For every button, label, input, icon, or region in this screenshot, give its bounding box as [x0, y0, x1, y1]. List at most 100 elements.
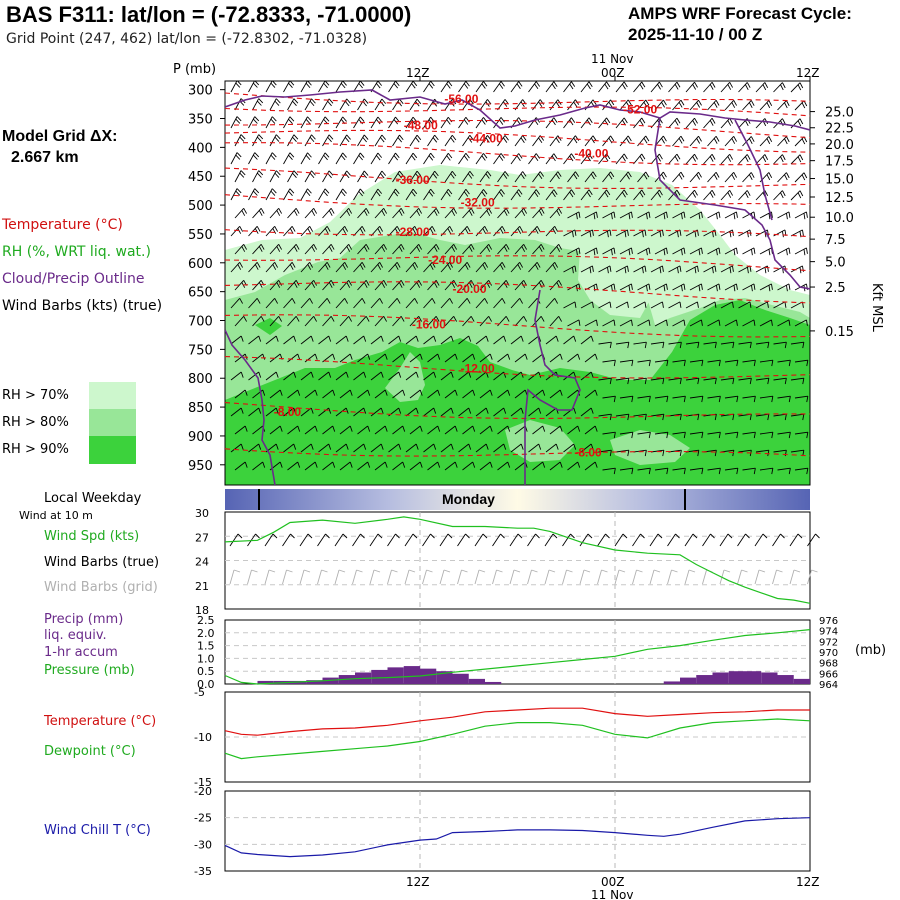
wind-barb-feather: [258, 282, 263, 288]
wind-barb: [287, 461, 301, 471]
wind-barb: [353, 188, 365, 201]
wind-barb-feather: [467, 173, 473, 179]
wind-barb-feather: [499, 228, 504, 234]
wind-barb: [458, 189, 470, 201]
temperature-contour-line: [225, 229, 810, 238]
wind-barb-feather: [786, 100, 790, 107]
wind-barb: [790, 265, 804, 274]
wind-barb-feather: [499, 119, 504, 125]
pressure-tick-label: 400: [188, 141, 213, 156]
wind-barb-shaft: [423, 443, 435, 453]
wind-barb-feather: [311, 170, 316, 176]
wind-barb-shaft: [357, 208, 367, 219]
wind-barb-feather: [500, 117, 505, 123]
wind-barb-feather: [678, 174, 683, 180]
cross-section-frame: [224, 80, 811, 486]
wind-barb-feather: [450, 407, 454, 414]
wind-barb-feather: [271, 116, 277, 122]
forecast-cycle-value: 2025-11-10 / 00 Z: [628, 25, 763, 44]
wind-barb: [370, 371, 384, 381]
wind-barb-shaft: [479, 425, 491, 435]
sfc-wind-barb-grid-feather: [531, 569, 538, 573]
wind-barb-shaft: [479, 316, 490, 327]
wind-tick-label: 18: [195, 604, 209, 617]
wind-barb-feather: [483, 153, 488, 159]
wind-barb-feather: [714, 414, 717, 421]
wind-barb-feather: [604, 119, 609, 126]
sfc-wind-barb-grid: [789, 569, 795, 585]
wind-barb: [318, 152, 330, 165]
wind-barb-shaft: [475, 443, 487, 453]
wind-barb-shaft: [230, 298, 241, 309]
wind-barb-feather: [701, 319, 703, 326]
sfc-wind-barb-grid-feather: [566, 569, 573, 573]
wind-barb-feather: [258, 335, 262, 342]
wind-barb-feather: [683, 283, 686, 290]
wind-barb-feather: [383, 208, 388, 214]
wind-barb-feather: [505, 244, 510, 250]
wind-barb-shaft: [265, 152, 273, 165]
wind-barb-feather: [573, 407, 577, 414]
wind-barb: [584, 425, 598, 435]
wind-barb-shaft: [773, 82, 783, 93]
wind-barb: [685, 377, 700, 385]
wind-barb-feather: [762, 156, 767, 163]
wind-barb-feather: [450, 443, 454, 450]
wind-barb-feather: [799, 82, 804, 89]
sfc-wind-barb-grid-feather: [758, 569, 766, 573]
wind-height-note: Wind at 10 m: [19, 509, 93, 522]
wind-barb: [409, 170, 422, 183]
wind-barb-feather: [243, 208, 248, 214]
wind-barb-shaft: [633, 449, 647, 453]
wind-barb-feather: [516, 83, 521, 89]
wind-barb-feather: [342, 188, 347, 194]
wind-barb: [545, 298, 559, 309]
wind-barb: [304, 98, 316, 111]
sfc-wind-barb-true-feather: [412, 533, 418, 539]
wind-barb: [685, 81, 698, 93]
wind-barb-feather: [644, 342, 647, 349]
pressure-tick-label: 970: [819, 648, 838, 659]
wind-barb: [742, 283, 756, 292]
wind-barb-feather: [771, 211, 773, 218]
wind-barb: [248, 371, 262, 381]
wind-barb: [304, 389, 318, 399]
wind-barb-shaft: [633, 81, 643, 93]
wind-barb-shaft: [374, 170, 383, 183]
wind-barb: [444, 461, 458, 471]
wind-barb-feather: [328, 282, 333, 288]
wind-barb: [619, 171, 632, 183]
height-tick-label: 12.5: [825, 191, 854, 206]
wind-barb-feather: [393, 155, 399, 161]
sfc-wind-barb-true: [492, 533, 501, 547]
wind-barb-feather: [578, 211, 581, 218]
wind-barb-feather: [729, 190, 734, 196]
wind-barb-shaft: [287, 98, 295, 111]
wind-barb-shaft: [388, 188, 396, 201]
wind-barb-feather: [500, 189, 505, 195]
wind-barb-shaft: [615, 265, 628, 273]
wind-barb-shaft: [287, 280, 297, 291]
wind-barb-feather: [239, 136, 245, 142]
wind-barb-shaft: [265, 335, 277, 345]
wind-barb-shaft: [549, 461, 561, 471]
wind-barb: [720, 341, 735, 349]
wind-barb: [388, 335, 402, 345]
wind-barb: [304, 316, 318, 327]
wind-barb-shaft: [444, 316, 455, 327]
wind-barb-feather: [381, 98, 387, 104]
sfc-wind-barb-true-feather: [570, 533, 575, 539]
wind-barb-feather: [384, 425, 388, 432]
wind-barb-shaft: [234, 461, 246, 471]
precip-bar: [403, 666, 420, 684]
wind-barb-shaft: [689, 359, 703, 363]
wind-barb: [668, 341, 682, 349]
wind-barb-shaft: [619, 211, 632, 219]
wind-barb-shaft: [283, 152, 291, 165]
wind-barb: [475, 262, 489, 273]
wind-barb-shaft: [707, 283, 720, 291]
wind-barb-feather: [666, 396, 669, 403]
wind-barb-feather: [324, 228, 329, 234]
wind-barb-feather: [679, 450, 682, 457]
precip-bar: [728, 671, 745, 684]
